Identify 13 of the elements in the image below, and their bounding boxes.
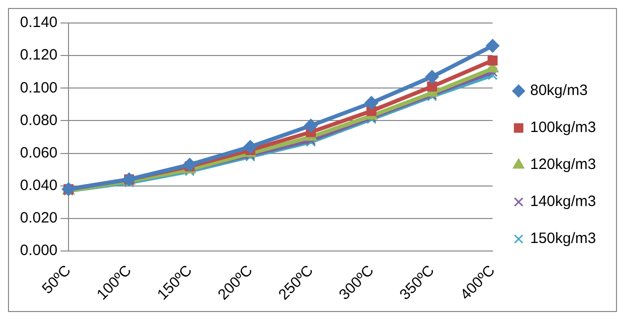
legend-label: 120kg/m3 [530, 156, 596, 174]
y-tick-label: 0.040 [20, 177, 58, 194]
legend-label: 80kg/m3 [530, 82, 588, 100]
y-tick-label: 0.060 [20, 144, 58, 162]
y-tick-label: 0.100 [20, 79, 58, 96]
y-tick-label: 0.020 [20, 210, 58, 227]
legend-label: 140kg/m3 [530, 193, 596, 210]
y-tick-label: 0.080 [20, 112, 58, 129]
y-tick-label: 0.000 [20, 242, 58, 260]
legend-label: 100kg/m3 [530, 119, 596, 136]
y-tick-label: 0.120 [20, 46, 58, 64]
y-tick-label: 0.140 [20, 14, 58, 32]
legend-label: 150kg/m3 [530, 230, 596, 248]
